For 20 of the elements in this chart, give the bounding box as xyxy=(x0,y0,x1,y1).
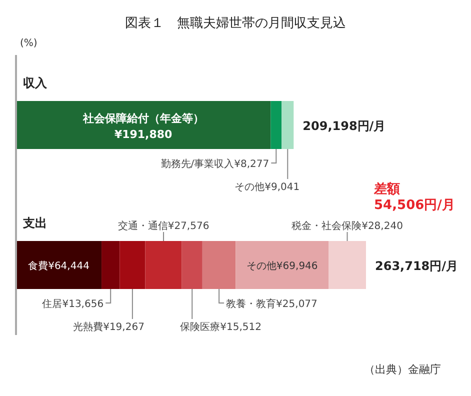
total-label: 263,718円/月 xyxy=(375,259,458,273)
text: 食費¥64,444 xyxy=(28,261,90,272)
text: 保険医療¥15,512 xyxy=(180,322,262,333)
chart-title: 図表１ 無職夫婦世帯の月間収支見込 xyxy=(124,15,347,32)
text: 住居¥13,656 xyxy=(42,299,104,310)
text: 教養・教育¥25,077 xyxy=(226,299,318,310)
text: 差額 54,506円/月 xyxy=(374,182,455,214)
y-tick-label: 支出 xyxy=(22,216,47,230)
text: 光熱費¥19,267 xyxy=(73,322,144,333)
data-label: ¥191,880 xyxy=(114,128,173,141)
text: （出典）金融庁 xyxy=(364,362,441,377)
text: 税金・社会保険¥28,240 xyxy=(292,221,403,232)
series-label: 社会保障給付（年金等） xyxy=(82,112,204,125)
total-label: 209,198円/月 xyxy=(302,119,386,133)
y-axis-title: (%) xyxy=(20,38,38,49)
y-tick-label: 収入 xyxy=(23,76,48,90)
text: 勤務先/事業収入¥8,277 xyxy=(160,159,270,170)
text: 交通・通信¥27,576 xyxy=(118,221,210,232)
text: その他¥69,946 xyxy=(246,261,318,272)
text: その他¥9,041 xyxy=(234,182,300,193)
